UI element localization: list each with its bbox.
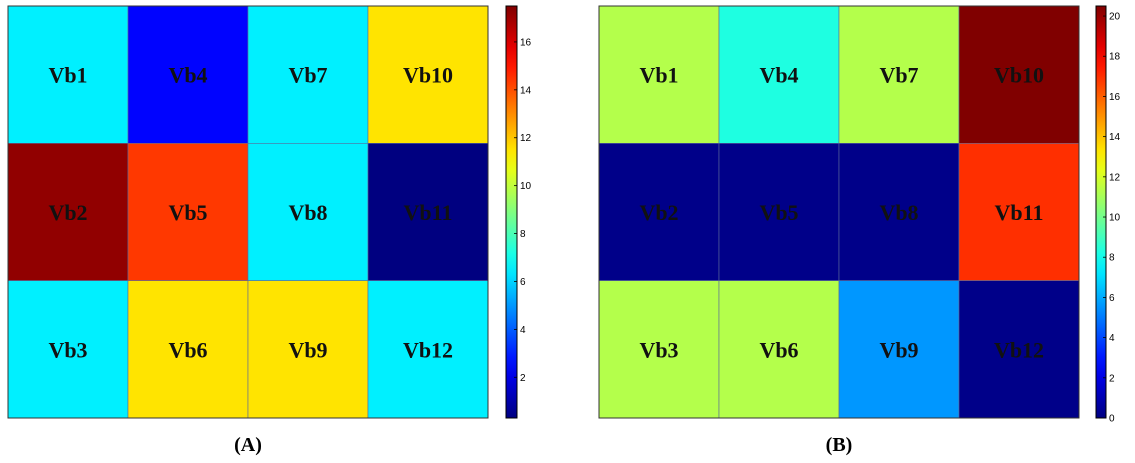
cell-label-vb10: Vb10 [403, 63, 453, 88]
cell-label-vb7: Vb7 [288, 63, 327, 88]
colorbar-tick-label: 12 [520, 133, 532, 144]
cell-label-vb2: Vb2 [48, 200, 87, 225]
heatmap-cell-vb10 [367, 5, 489, 144]
cell-label-vb3: Vb3 [639, 337, 678, 362]
cell-label-vb4: Vb4 [759, 63, 798, 88]
colorbar-tick-label: 10 [520, 181, 532, 192]
heatmap-cell-vb3 [598, 280, 720, 419]
heatmap-cell-vb8 [838, 143, 960, 281]
heatmap-cell-vb4 [718, 5, 840, 144]
cell-label-vb1: Vb1 [639, 63, 678, 88]
colorbar-tick-label: 18 [1109, 52, 1121, 63]
colorbar-tick-label: 2 [520, 373, 526, 384]
heatmap-cell-vb12 [958, 280, 1080, 419]
panel-label: (A) [234, 434, 262, 456]
colorbar-tick-label: 2 [1109, 373, 1115, 384]
heatmap-panel-b: Vb1 Vb4 Vb7 Vb10 Vb2 Vb5 Vb8 Vb11 Vb3 Vb6 Vb9 Vb12 0… [598, 5, 1121, 456]
colorbar-tick-label: 0 [1109, 414, 1115, 425]
cell-label-vb12: Vb12 [403, 337, 453, 362]
cell-label-vb3: Vb3 [48, 337, 87, 362]
heatmap-cell-vb5 [718, 143, 840, 281]
cell-label-vb12: Vb12 [994, 337, 1044, 362]
cell-label-vb9: Vb9 [879, 337, 918, 362]
cell-label-vb9: Vb9 [288, 337, 327, 362]
heatmap-cell-vb2 [7, 143, 129, 281]
colorbar-tick-label: 16 [520, 37, 532, 48]
colorbar-tick-label: 8 [520, 229, 526, 240]
heatmap-cell-vb5 [127, 143, 249, 281]
heatmap-cell-vb1 [598, 5, 720, 144]
heatmap-cell-vb12 [367, 280, 489, 419]
cell-label-vb11: Vb11 [995, 200, 1044, 225]
cell-label-vb11: Vb11 [404, 200, 453, 225]
colorbar-tick-label: 4 [520, 325, 526, 336]
cell-label-vb8: Vb8 [288, 200, 327, 225]
heatmap-cell-vb1 [7, 5, 129, 144]
heatmap-cell-vb2 [598, 143, 720, 281]
cell-label-vb1: Vb1 [48, 63, 87, 88]
colorbar-tick-label: 20 [1109, 12, 1121, 23]
colorbar-tick-label: 12 [1109, 172, 1121, 183]
cell-label-vb7: Vb7 [879, 63, 918, 88]
plot-frame [598, 5, 1080, 419]
cell-label-vb4: Vb4 [168, 63, 207, 88]
colorbar-tick-label: 6 [520, 277, 526, 288]
colorbar [1095, 5, 1107, 419]
colorbar-tick-label: 10 [1109, 213, 1121, 224]
heatmap-cell-vb10 [958, 5, 1080, 144]
panel-label: (B) [826, 434, 853, 456]
cell-label-vb5: Vb5 [759, 200, 798, 225]
cell-label-vb6: Vb6 [168, 337, 207, 362]
heatmap-cell-vb9 [838, 280, 960, 419]
heatmap-cell-vb4 [127, 5, 249, 144]
heatmap-cell-vb8 [247, 143, 369, 281]
colorbar [505, 5, 518, 419]
colorbar-tick-label: 6 [1109, 293, 1115, 304]
cell-label-vb5: Vb5 [168, 200, 207, 225]
heatmap-cell-vb11 [367, 143, 489, 281]
cell-label-vb2: Vb2 [639, 200, 678, 225]
colorbar-tick-label: 14 [1109, 132, 1121, 143]
plot-frame [7, 5, 489, 419]
heatmap-cell-vb11 [958, 143, 1080, 281]
heatmap-cell-vb7 [838, 5, 960, 144]
heatmap-panel-a: Vb1 Vb4 Vb7 Vb10 Vb2 Vb5 Vb8 Vb11 Vb3 Vb6 Vb9 Vb12 2… [7, 5, 532, 456]
cell-label-vb6: Vb6 [759, 337, 798, 362]
heatmap-cell-vb6 [718, 280, 840, 419]
colorbar-tick-label: 14 [520, 85, 532, 96]
cell-label-vb8: Vb8 [879, 200, 918, 225]
colorbar-tick-label: 8 [1109, 253, 1115, 264]
colorbar-tick-label: 4 [1109, 333, 1115, 344]
cell-label-vb10: Vb10 [994, 63, 1044, 88]
colorbar-tick-label: 16 [1109, 92, 1121, 103]
heatmap-cell-vb6 [127, 280, 249, 419]
